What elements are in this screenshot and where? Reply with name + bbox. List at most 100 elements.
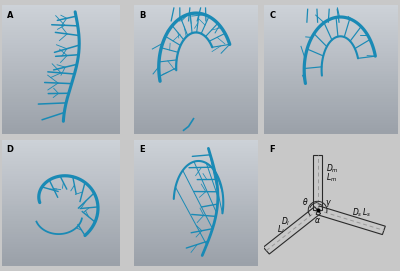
Bar (264, 129, 398, 132)
Bar (134, 202, 258, 205)
Bar (264, 18, 398, 21)
Bar (264, 41, 398, 44)
Text: $D_l$: $D_l$ (281, 216, 290, 228)
Text: $\alpha$: $\alpha$ (314, 216, 321, 225)
Bar (2, 152, 120, 155)
Bar (2, 106, 120, 108)
Bar (134, 177, 258, 180)
Bar (134, 126, 258, 129)
Bar (264, 126, 398, 129)
Text: C: C (269, 11, 276, 20)
Bar (264, 85, 398, 88)
Bar (134, 192, 258, 195)
Bar (264, 10, 398, 13)
Bar (264, 72, 398, 75)
Bar (134, 77, 258, 80)
Bar (2, 195, 120, 198)
Bar (2, 225, 120, 228)
Bar (134, 57, 258, 60)
Bar (264, 44, 398, 47)
Bar (134, 41, 258, 44)
Bar (2, 192, 120, 195)
Bar (264, 95, 398, 98)
Text: E: E (139, 145, 144, 154)
Bar (2, 77, 120, 80)
Bar (264, 57, 398, 60)
Bar (134, 152, 258, 155)
Bar (2, 217, 120, 220)
Bar (134, 116, 258, 119)
Bar (2, 235, 120, 238)
Bar (2, 263, 120, 266)
Text: $L_l$: $L_l$ (278, 223, 285, 236)
Bar (2, 101, 120, 103)
Bar (2, 21, 120, 24)
Bar (2, 212, 120, 215)
Bar (134, 200, 258, 203)
Bar (2, 75, 120, 78)
Bar (134, 253, 258, 256)
Bar (134, 98, 258, 101)
Bar (134, 8, 258, 11)
Bar (134, 207, 258, 210)
Bar (2, 118, 120, 121)
Bar (2, 180, 120, 182)
Bar (264, 34, 398, 36)
Bar (134, 164, 258, 167)
Bar (2, 51, 120, 54)
Bar (134, 23, 258, 26)
Bar (134, 263, 258, 266)
Bar (2, 90, 120, 93)
Bar (134, 212, 258, 215)
Bar (134, 205, 258, 208)
Bar (2, 187, 120, 190)
Bar (134, 62, 258, 65)
Bar (134, 36, 258, 39)
Bar (264, 8, 398, 11)
Bar (134, 80, 258, 83)
Bar (134, 70, 258, 72)
Bar (2, 200, 120, 203)
Bar (2, 36, 120, 39)
Bar (2, 113, 120, 116)
Bar (134, 235, 258, 238)
Bar (134, 113, 258, 116)
Bar (2, 44, 120, 47)
Bar (134, 75, 258, 78)
Bar (2, 131, 120, 134)
Bar (264, 90, 398, 93)
Bar (2, 62, 120, 65)
Bar (2, 129, 120, 132)
Bar (134, 106, 258, 108)
Bar (134, 159, 258, 162)
Bar (2, 205, 120, 208)
Text: B: B (139, 11, 145, 20)
Bar (134, 15, 258, 18)
Bar (264, 80, 398, 83)
Bar (2, 149, 120, 152)
Bar (264, 108, 398, 111)
Bar (264, 54, 398, 57)
Bar (2, 142, 120, 145)
Bar (2, 157, 120, 160)
Bar (134, 67, 258, 70)
Bar (2, 54, 120, 57)
Bar (264, 70, 398, 72)
Bar (2, 258, 120, 260)
Bar (2, 80, 120, 83)
Bar (134, 185, 258, 188)
Bar (264, 5, 398, 8)
Bar (2, 147, 120, 150)
Bar (134, 157, 258, 160)
Bar (134, 5, 258, 8)
Bar (2, 215, 120, 218)
Bar (2, 41, 120, 44)
Bar (264, 36, 398, 39)
Bar (134, 18, 258, 21)
Bar (2, 162, 120, 165)
Bar (134, 162, 258, 165)
Bar (2, 57, 120, 60)
Bar (2, 172, 120, 175)
Bar (134, 147, 258, 150)
Bar (2, 197, 120, 200)
